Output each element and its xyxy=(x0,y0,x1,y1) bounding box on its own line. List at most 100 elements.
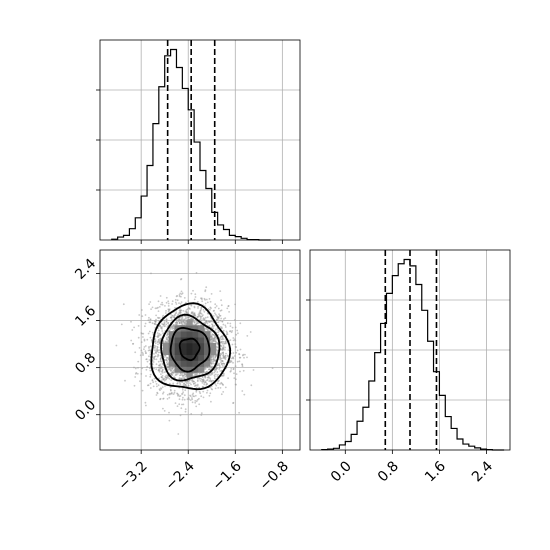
sample-point xyxy=(149,336,152,339)
sample-point xyxy=(172,382,175,385)
sample-point xyxy=(142,336,144,338)
y-param-tick-label: 0.8 xyxy=(375,458,402,485)
joint-density-panel xyxy=(96,249,301,454)
sample-point xyxy=(193,321,196,324)
density-block xyxy=(174,360,181,367)
sample-point xyxy=(215,367,218,370)
sample-point xyxy=(157,354,160,357)
sample-point xyxy=(191,397,193,399)
sample-point xyxy=(147,384,150,387)
sample-point xyxy=(205,371,208,373)
sample-point xyxy=(202,378,204,381)
sample-point xyxy=(161,386,164,389)
sample-point xyxy=(157,316,159,319)
sample-point xyxy=(220,345,223,348)
sample-point xyxy=(151,379,154,381)
sample-point xyxy=(161,371,164,374)
sample-point xyxy=(161,368,164,371)
sample-point xyxy=(197,301,199,303)
sample-point xyxy=(141,389,144,392)
sample-point xyxy=(157,334,160,336)
sample-point xyxy=(196,316,198,319)
sample-point xyxy=(165,358,168,361)
sample-point xyxy=(161,301,164,304)
sample-point xyxy=(156,385,158,388)
sample-point xyxy=(168,308,171,311)
sample-point xyxy=(206,389,209,392)
sample-point xyxy=(246,335,249,337)
sample-point xyxy=(202,396,205,399)
sample-point xyxy=(230,368,233,370)
sample-point xyxy=(143,346,146,348)
sample-point xyxy=(239,348,242,351)
sample-point xyxy=(158,334,161,337)
density-block xyxy=(186,360,193,367)
sample-point xyxy=(153,357,156,359)
sample-point xyxy=(162,341,165,344)
sample-point xyxy=(200,297,203,300)
sample-point xyxy=(191,398,194,401)
sample-point xyxy=(165,296,168,299)
density-block xyxy=(168,360,175,367)
sample-point xyxy=(148,346,150,348)
sample-point xyxy=(168,367,171,370)
sample-point xyxy=(192,289,194,292)
sample-point xyxy=(168,393,171,396)
sample-point xyxy=(134,376,137,378)
sample-point xyxy=(162,314,165,317)
density-block xyxy=(168,331,175,338)
sample-point xyxy=(216,346,219,349)
sample-point xyxy=(222,344,225,347)
sample-point xyxy=(159,360,162,362)
sample-point xyxy=(184,322,186,325)
sample-point xyxy=(149,387,152,389)
sample-point xyxy=(230,357,233,360)
sample-point xyxy=(145,375,147,377)
sample-point xyxy=(178,403,181,406)
sample-point xyxy=(155,363,158,366)
sample-point xyxy=(198,311,201,314)
sample-point xyxy=(149,321,152,324)
sample-point xyxy=(212,315,215,317)
sample-point xyxy=(143,338,146,341)
sample-point xyxy=(165,376,168,379)
sample-point xyxy=(183,318,185,321)
sample-point xyxy=(204,302,207,305)
sample-point xyxy=(211,365,214,368)
sample-point xyxy=(174,321,177,324)
sample-point xyxy=(173,316,175,319)
sample-point xyxy=(234,355,236,357)
sample-point xyxy=(157,369,160,372)
sample-point xyxy=(210,388,213,390)
sample-point xyxy=(162,324,165,326)
sample-point xyxy=(178,294,181,296)
sample-point xyxy=(232,357,235,360)
sample-point xyxy=(184,410,187,413)
y-tick-label: 0.8 xyxy=(72,350,99,377)
sample-point xyxy=(124,379,126,382)
sample-point xyxy=(165,301,168,304)
sample-point xyxy=(189,395,192,397)
sample-point xyxy=(183,297,186,299)
sample-point xyxy=(139,380,141,383)
sample-point xyxy=(153,377,156,380)
sample-point xyxy=(163,325,166,328)
sample-point xyxy=(183,394,186,397)
sample-point xyxy=(173,376,176,378)
sample-point xyxy=(179,307,181,310)
joint-plot-area xyxy=(100,250,300,450)
density-block xyxy=(192,342,199,350)
sample-point xyxy=(232,368,235,371)
sample-point xyxy=(183,382,185,385)
sample-point xyxy=(180,295,182,298)
sample-point xyxy=(193,298,196,301)
sample-point xyxy=(156,332,159,334)
sample-point xyxy=(176,382,179,384)
sample-point xyxy=(181,315,184,318)
sample-point xyxy=(196,383,199,386)
sample-point xyxy=(188,398,191,401)
sample-point xyxy=(213,377,216,380)
sample-point xyxy=(159,325,162,328)
sample-point xyxy=(149,301,152,303)
sample-point xyxy=(214,387,217,390)
